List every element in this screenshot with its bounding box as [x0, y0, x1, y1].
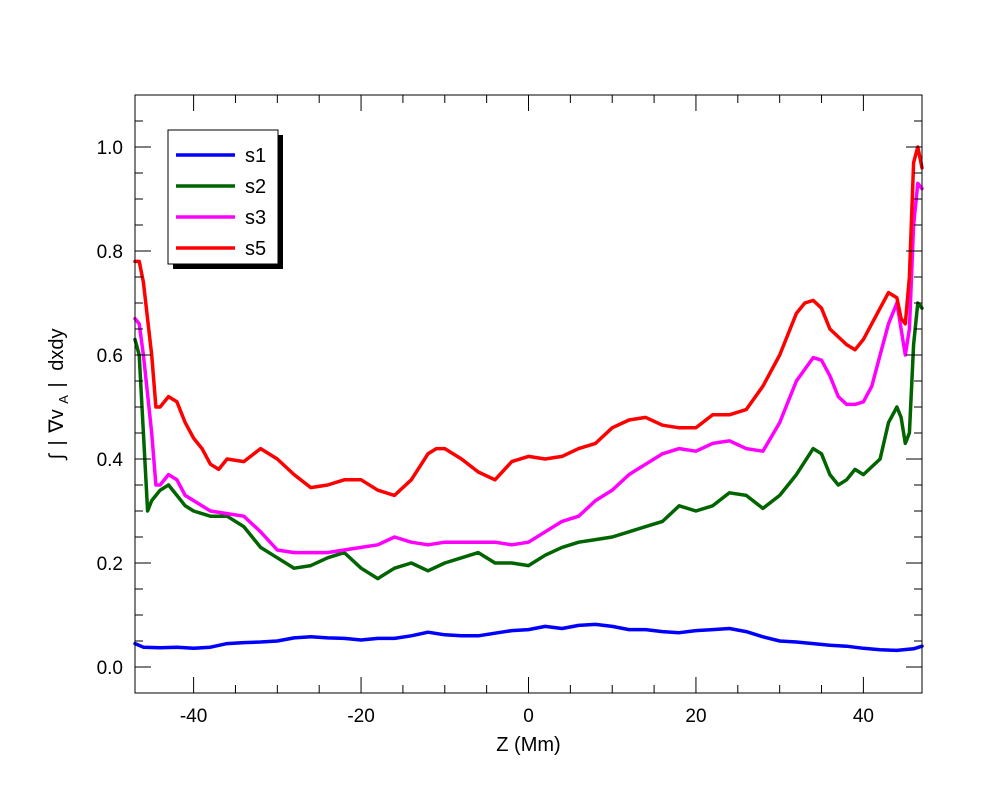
y-axis-bar-left: |: [46, 440, 68, 445]
y-tick-label: 1.0: [97, 138, 123, 159]
y-tick-label: 0.0: [97, 658, 123, 679]
legend-items: s1 s2 s3 s5: [176, 145, 266, 260]
tick-labels: -40 -20 0 20 40 0.0 0.2 0.4 0.6 0.8 1.0: [97, 138, 874, 727]
ticks-layer: [135, 94, 922, 693]
x-tick-label: 40: [853, 706, 874, 727]
legend-label-s5: s5: [245, 238, 266, 260]
y-axis-title: ∫ | ∇v A | dxdy: [46, 328, 73, 460]
y-tick-label: 0.8: [97, 242, 123, 263]
y-axis-tail: dxdy: [46, 328, 68, 370]
y-tick-label: 0.4: [97, 450, 124, 471]
series-line-s5: [133, 145, 924, 498]
legend-label-s3: s3: [245, 207, 266, 229]
series-line-s1: [133, 622, 924, 653]
series-layer: [133, 145, 924, 653]
y-tick-label: 0.6: [97, 346, 123, 367]
y-tick-label: 0.2: [97, 554, 123, 575]
legend-label-s2: s2: [245, 176, 266, 198]
x-tick-label: 20: [685, 706, 706, 727]
x-axis-title: Z (Mm): [496, 734, 560, 756]
series-line-s3: [133, 181, 924, 555]
y-axis-title-text: ∫ | ∇v A | dxdy: [46, 328, 73, 460]
legend-label-s1: s1: [245, 145, 266, 167]
x-tick-label: -40: [180, 706, 207, 727]
series-line-s2: [133, 301, 924, 581]
y-axis-bar-right: |: [46, 382, 68, 387]
legend-box: [167, 129, 279, 265]
x-tick-label: 0: [523, 706, 534, 727]
x-tick-label: -20: [347, 706, 374, 727]
legend: s1 s2 s3 s5: [167, 129, 283, 269]
y-axis-nabla: ∇v: [46, 409, 68, 433]
y-axis-integral: ∫: [46, 453, 68, 461]
y-axis-subscript: A: [56, 395, 71, 404]
